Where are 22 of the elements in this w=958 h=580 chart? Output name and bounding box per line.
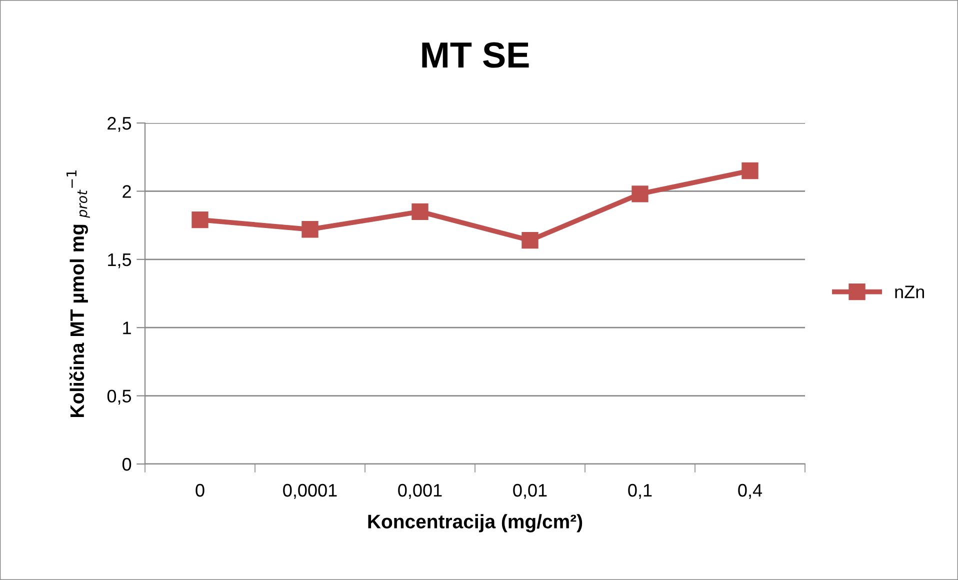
- chart-title: MT SE: [422, 42, 529, 68]
- y-axis-title: Količina MT µmol mg $_{prot}$$^{−1}$: [66, 170, 90, 418]
- x-tick-label: 0,0001: [283, 484, 337, 499]
- point: [632, 186, 648, 202]
- point: [192, 212, 208, 228]
- legend-label: nZn: [895, 286, 924, 298]
- y-tick-label: 2,5: [108, 116, 132, 132]
- x-axis-title: Koncentracija (mg/cm²): [368, 514, 582, 532]
- point: [302, 221, 318, 238]
- point: [522, 232, 538, 249]
- y-tick-label: 1,5: [108, 254, 132, 268]
- x-tick-label: 0,001: [398, 484, 442, 499]
- y-tick-label: 0,5: [107, 390, 132, 405]
- x-tick-label: 0,01: [513, 484, 547, 499]
- x-tick-label: 0,4: [738, 484, 762, 499]
- point: [412, 203, 428, 220]
- x-tick-label: 0: [196, 484, 204, 497]
- point: [742, 162, 758, 180]
- x-tick-label: 0,1: [628, 484, 652, 499]
- y-tick-label: 0: [122, 458, 132, 471]
- y-tick-label: 1: [123, 322, 131, 334]
- y-tick-label: 2: [122, 185, 131, 198]
